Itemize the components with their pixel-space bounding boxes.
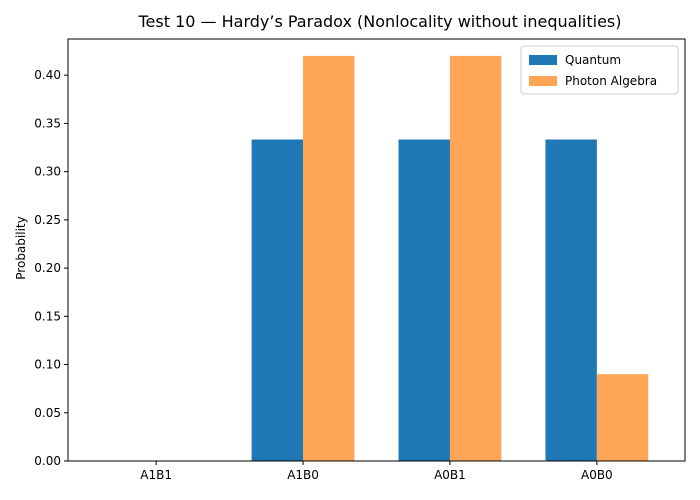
axes-border <box>67 38 686 462</box>
bar-quantum-a0b1 <box>398 139 450 461</box>
y-tick-label: 0.15 <box>34 309 61 323</box>
y-tick-label: 0.35 <box>34 116 61 130</box>
y-tick-label: 0.30 <box>34 165 61 179</box>
bar-photon-algebra-a1b0 <box>303 55 355 461</box>
x-tick-label-a0b1: A0B1 <box>434 468 466 482</box>
bar-photon-algebra-a0b0 <box>596 374 649 461</box>
y-tick-label: 0.00 <box>34 454 61 468</box>
axes-frame <box>67 38 686 462</box>
x-tick-label-a1b1: A1B1 <box>140 468 172 482</box>
legend-box <box>520 45 679 95</box>
y-tick-label: 0.05 <box>34 406 61 420</box>
x-tick-label-a1b0: A1B0 <box>287 468 319 482</box>
x-tick-label-a0b0: A0B0 <box>581 468 613 482</box>
x-axis-ticks: A1B1 A1B0 A0B1 A0B0 <box>140 461 613 482</box>
y-tick-label: 0.25 <box>34 213 61 227</box>
bar-quantum-a0b0 <box>545 139 597 461</box>
legend-swatch-photon-algebra <box>529 76 557 86</box>
y-tick-label: 0.10 <box>34 358 61 372</box>
y-tick-label: 0.20 <box>34 261 61 275</box>
chart-legend: Quantum Photon Algebra <box>520 45 679 95</box>
bar-quantum-a1b0 <box>251 139 304 461</box>
y-tick-label: 0.40 <box>34 68 61 82</box>
chart-title: Test 10 — Hardy’s Paradox (Nonlocality w… <box>137 12 621 31</box>
legend-label-quantum: Quantum <box>565 53 621 67</box>
legend-swatch-quantum <box>529 55 557 65</box>
y-axis-ticks: 0.00 0.05 0.10 0.15 0.20 0.25 0.30 0.35 0.40 <box>34 68 68 468</box>
bar-photon-algebra-a0b1 <box>449 55 502 461</box>
y-axis-label: Probability <box>14 216 28 279</box>
legend-label-photon-algebra: Photon Algebra <box>565 74 657 88</box>
bar-marks <box>251 55 649 461</box>
